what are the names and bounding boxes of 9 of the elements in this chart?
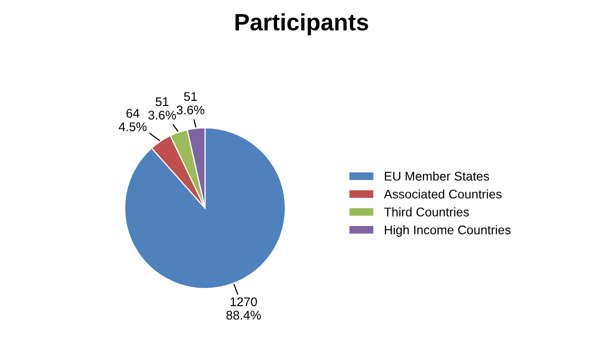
legend-label: Associated Countries [384,189,502,199]
legend-label: High Income Countries [384,225,511,237]
data-label: 51 3.6% [176,92,204,114]
legend-label: EU Member States [384,171,490,181]
data-label: 1270 88.4% [226,297,261,320]
chart-title: Participants [236,13,368,36]
legend-label: Third Countries [384,207,469,216]
data-label: 64 4.5% [118,108,147,132]
data-label: 51 3.6% [148,97,176,120]
